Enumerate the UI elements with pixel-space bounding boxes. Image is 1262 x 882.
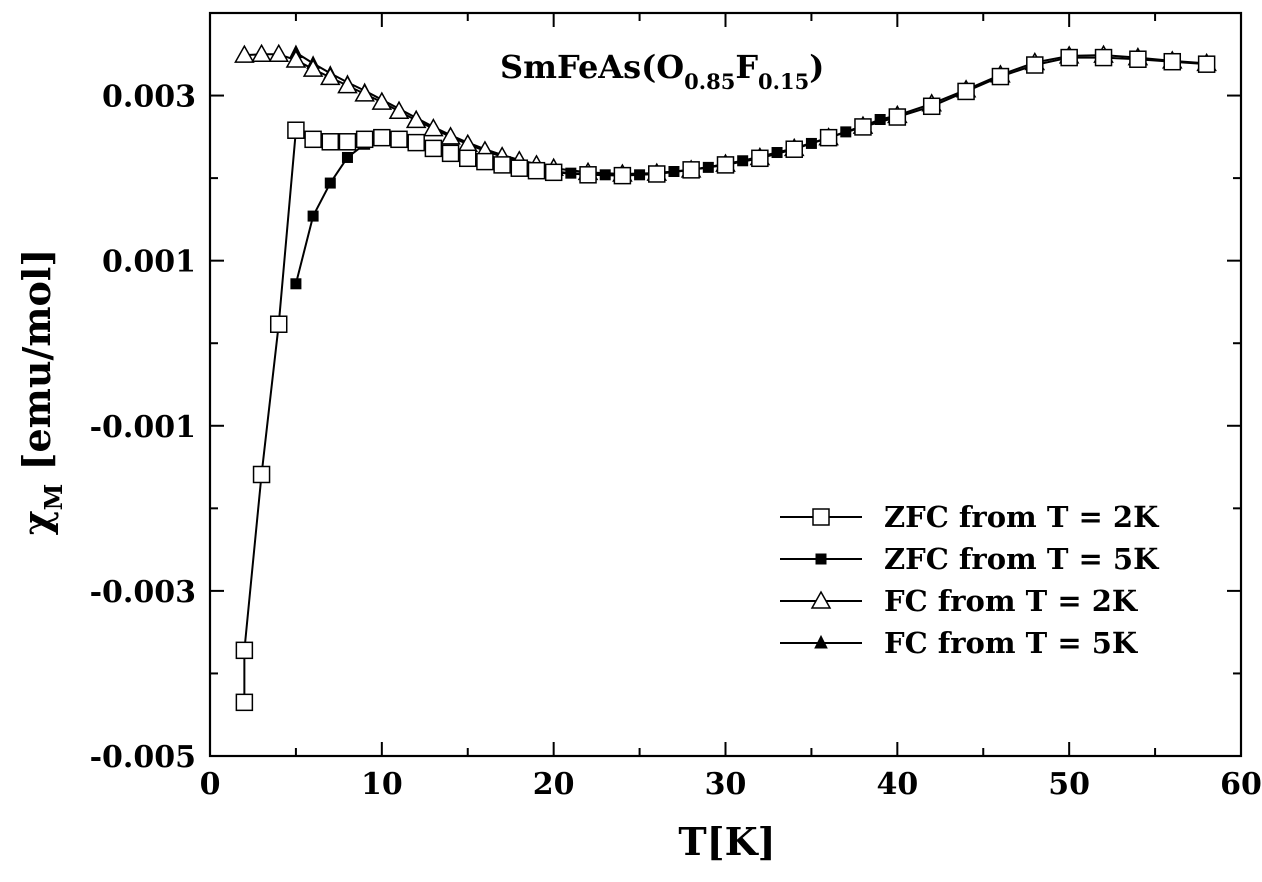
legend-marker (810, 590, 832, 609)
data-point-square (441, 144, 460, 163)
legend-label: ZFC from T = 5K (884, 542, 1160, 576)
chart-text: SmFeAs(O0.85F0.15) T[K] χM [emu/mol] (14, 48, 824, 864)
data-point-square (373, 128, 391, 147)
legend-item: FC from T = 5K (780, 626, 1139, 660)
chart-title-sub1: 0.85 (684, 69, 735, 94)
data-point-triangle (405, 109, 427, 129)
data-point-triangle (457, 133, 479, 153)
data-point-triangle (371, 91, 393, 110)
data-point-square (888, 108, 907, 126)
data-point-square (613, 166, 632, 185)
data-point-triangle (285, 49, 307, 68)
data-point-square (355, 130, 374, 149)
data-point-square (424, 139, 443, 158)
legend-marker (814, 634, 828, 649)
data-point-square (476, 152, 494, 171)
data-point-square (716, 156, 735, 174)
data-point-square (459, 149, 477, 168)
data-point-square (1026, 56, 1044, 74)
x-tick-label: 50 (1048, 767, 1090, 802)
data-point-square (819, 128, 838, 147)
data-point-square (682, 161, 700, 179)
data-point-triangle (354, 83, 375, 102)
data-point-square (1197, 55, 1216, 73)
legend-label: ZFC from T = 2K (884, 500, 1160, 534)
data-point-square (922, 97, 941, 116)
data-point-square (544, 163, 563, 182)
data-point-triangle (302, 58, 324, 77)
data-point-square (235, 641, 254, 660)
data-point-square (854, 118, 872, 136)
legend: ZFC from T = 2K ZFC from T = 5K FC from T … (780, 500, 1160, 660)
y-axis-title-symbol: χ (14, 510, 59, 535)
axis-ticks: 0 10 20 30 40 50 60 -0.005 -0.003 -0.001 0.001 0.00… (90, 12, 1262, 802)
data-point-square (1060, 48, 1078, 67)
data-point-square (648, 165, 666, 183)
data-point-triangle (440, 126, 461, 145)
x-tick-label: 0 (200, 767, 221, 802)
y-tick-label: 0.003 (102, 80, 196, 115)
data-point-triangle (337, 75, 358, 94)
legend-marker (812, 508, 830, 526)
data-point-square (252, 465, 271, 484)
y-tick-label: -0.001 (90, 410, 196, 445)
data-point-square (1129, 50, 1147, 68)
y-axis-title-text: [emu/mol] (14, 249, 59, 484)
legend-item: ZFC from T = 5K (780, 542, 1160, 576)
data-point-triangle (234, 44, 255, 63)
x-tick-label: 30 (705, 767, 747, 802)
chart-title: SmFeAs(O0.85F0.15) (500, 48, 824, 94)
data-point-square (527, 161, 546, 180)
chart-title-sub2: 0.15 (758, 69, 809, 94)
data-point-square (785, 140, 803, 158)
x-tick-label: 60 (1220, 767, 1262, 802)
data-point-square (324, 177, 336, 189)
data-point-square (390, 130, 408, 149)
y-axis-title: χM [emu/mol] (14, 249, 68, 536)
data-point-square (290, 278, 302, 290)
data-point-triangle (423, 118, 444, 137)
data-point-square (493, 156, 511, 174)
data-point-triangle (268, 43, 290, 63)
chart-title-part-main: SmFeAs(O (500, 48, 684, 86)
data-point-square (304, 130, 322, 149)
data-point-square (287, 121, 305, 139)
series-0 (235, 48, 1216, 712)
y-axis-title-subscript: M (39, 484, 68, 511)
data-point-square (510, 159, 529, 177)
data-point-square (1094, 48, 1113, 67)
data-point-square (407, 133, 425, 152)
data-point-square (991, 67, 1010, 86)
x-tick-label: 20 (533, 767, 575, 802)
x-tick-label: 40 (876, 767, 918, 802)
data-point-triangle (251, 43, 272, 63)
legend-item: ZFC from T = 2K (780, 500, 1160, 534)
data-point-square (269, 315, 288, 333)
x-axis-title: T[K] (678, 819, 775, 864)
data-series (234, 43, 1217, 712)
data-point-square (341, 151, 353, 163)
data-point-square (579, 166, 597, 184)
data-point-square (751, 149, 769, 168)
data-point-square (307, 210, 319, 222)
y-tick-label: -0.003 (90, 575, 196, 610)
data-point-square (1163, 52, 1182, 71)
data-point-square (957, 82, 975, 101)
data-point-square (235, 693, 254, 712)
legend-item: FC from T = 2K (780, 584, 1139, 618)
y-tick-label: 0.001 (102, 245, 196, 280)
data-point-triangle (388, 100, 410, 119)
chart-title-part-mid: F (735, 48, 758, 86)
chart-title-part-end: ) (809, 48, 824, 86)
legend-label: FC from T = 2K (884, 584, 1139, 618)
legend-label: FC from T = 5K (884, 626, 1139, 660)
y-tick-label: -0.005 (90, 740, 196, 775)
legend-marker (815, 553, 827, 565)
data-point-square (338, 133, 357, 151)
data-point-square (321, 133, 340, 151)
data-point-triangle (320, 66, 341, 86)
x-tick-label: 10 (361, 767, 403, 802)
